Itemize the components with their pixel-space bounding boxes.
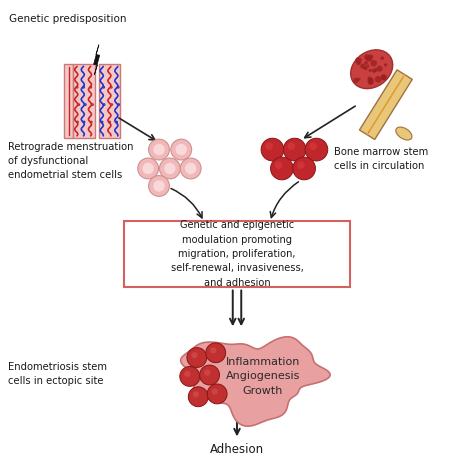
Circle shape [293, 157, 316, 180]
Polygon shape [181, 337, 330, 426]
Circle shape [185, 163, 196, 174]
Circle shape [361, 80, 366, 85]
Text: Bone marrow stem
cells in circulation: Bone marrow stem cells in circulation [334, 147, 428, 171]
FancyBboxPatch shape [73, 64, 95, 138]
Circle shape [288, 143, 295, 150]
Circle shape [184, 371, 191, 377]
Text: Genetic and epigenetic
modulation promoting
migration, proliferation,
self-renew: Genetic and epigenetic modulation promot… [171, 220, 303, 288]
Circle shape [149, 175, 169, 196]
Circle shape [381, 55, 386, 61]
FancyBboxPatch shape [99, 64, 120, 138]
Circle shape [384, 67, 389, 72]
Circle shape [310, 143, 317, 150]
Circle shape [369, 58, 373, 62]
Circle shape [374, 69, 378, 73]
Circle shape [369, 69, 375, 75]
Ellipse shape [396, 127, 412, 140]
Circle shape [373, 77, 376, 80]
Circle shape [365, 77, 372, 83]
Ellipse shape [351, 50, 392, 89]
Circle shape [383, 55, 388, 59]
Circle shape [261, 138, 284, 161]
Circle shape [359, 62, 363, 66]
Circle shape [207, 384, 227, 404]
Circle shape [383, 62, 388, 67]
Circle shape [356, 77, 363, 83]
FancyBboxPatch shape [64, 64, 73, 138]
Circle shape [153, 180, 165, 191]
FancyBboxPatch shape [124, 221, 350, 287]
Circle shape [153, 144, 165, 155]
Circle shape [171, 139, 191, 160]
Text: Endometriosis stem
cells in ectopic site: Endometriosis stem cells in ectopic site [8, 362, 107, 386]
Polygon shape [93, 45, 100, 75]
Circle shape [375, 67, 378, 70]
Circle shape [212, 389, 218, 395]
Circle shape [180, 158, 201, 179]
Circle shape [367, 55, 370, 59]
Text: Adhesion: Adhesion [210, 443, 264, 456]
Text: Retrograde menstruation
of dysfunctional
endometrial stem cells: Retrograde menstruation of dysfunctional… [8, 142, 133, 181]
Circle shape [210, 347, 217, 354]
Circle shape [305, 138, 328, 161]
Circle shape [283, 138, 306, 161]
Circle shape [265, 143, 273, 150]
Circle shape [164, 163, 175, 174]
Circle shape [159, 158, 180, 179]
Circle shape [368, 59, 374, 65]
Circle shape [372, 73, 378, 79]
Circle shape [149, 139, 169, 160]
Circle shape [180, 366, 200, 386]
Circle shape [187, 347, 207, 367]
Circle shape [204, 370, 210, 376]
Circle shape [193, 392, 199, 398]
Circle shape [384, 71, 388, 75]
Circle shape [138, 158, 158, 179]
Circle shape [275, 161, 283, 169]
Circle shape [368, 73, 371, 76]
Circle shape [360, 64, 365, 69]
Circle shape [206, 343, 226, 363]
Circle shape [297, 161, 305, 169]
Circle shape [354, 64, 361, 70]
Circle shape [188, 387, 208, 407]
Text: Genetic predisposition: Genetic predisposition [9, 14, 127, 24]
Circle shape [175, 144, 187, 155]
Text: Inflammation
Angiogenesis
Growth: Inflammation Angiogenesis Growth [226, 356, 300, 396]
Circle shape [354, 70, 359, 74]
Circle shape [142, 163, 154, 174]
Polygon shape [359, 70, 412, 139]
Circle shape [200, 365, 219, 385]
Circle shape [379, 70, 385, 76]
Circle shape [358, 72, 363, 76]
Circle shape [365, 72, 372, 78]
Circle shape [191, 352, 198, 358]
Circle shape [271, 157, 293, 180]
Circle shape [382, 77, 385, 80]
